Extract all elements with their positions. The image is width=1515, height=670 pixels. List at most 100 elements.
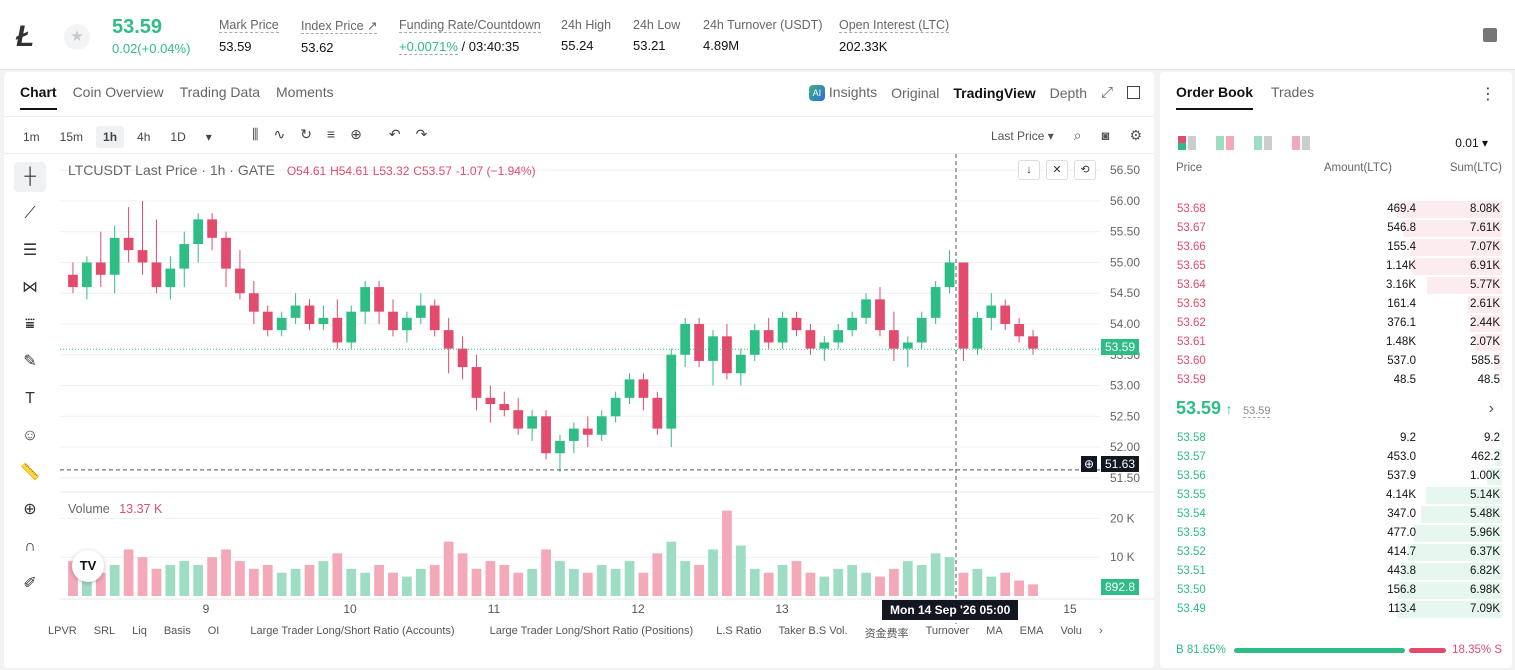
scroll-down-icon[interactable]: ↓ bbox=[1018, 160, 1040, 180]
ask-row[interactable]: 53.64 3.16K 5.77K bbox=[1160, 276, 1512, 295]
bid-row[interactable]: 53.51 443.8 6.82K bbox=[1160, 562, 1512, 581]
interval-15m[interactable]: 15m bbox=[59, 130, 84, 144]
tab-order-book[interactable]: Order Book bbox=[1176, 84, 1254, 110]
tab-coin-overview[interactable]: Coin Overview bbox=[72, 84, 164, 100]
bid-row[interactable]: 53.52 414.7 6.37K bbox=[1160, 543, 1512, 562]
tab-moments[interactable]: Moments bbox=[276, 84, 334, 100]
search-icon[interactable]: ⌕ bbox=[1073, 127, 1082, 143]
view-bids-icon[interactable] bbox=[1254, 136, 1272, 150]
interval-1m[interactable]: 1m bbox=[23, 130, 40, 144]
undo-icon[interactable]: ↶ bbox=[388, 126, 401, 142]
brush-icon[interactable]: ✎ bbox=[23, 353, 37, 370]
indicator-item[interactable]: MA bbox=[986, 625, 1003, 637]
bid-row[interactable]: 53.53 477.0 5.96K bbox=[1160, 524, 1512, 543]
price-change: 0.02(+0.04%) bbox=[112, 41, 191, 56]
ask-row[interactable]: 53.67 546.8 7.61K bbox=[1160, 219, 1512, 238]
bid-row[interactable]: 53.49 113.4 7.09K bbox=[1160, 600, 1512, 619]
bid-amount: 9.2 bbox=[1400, 432, 1416, 444]
stat-index-price[interactable]: Index Price ↗ 53.62 bbox=[301, 18, 378, 55]
indicator-item[interactable]: Volu bbox=[1060, 625, 1082, 637]
more-options-icon[interactable]: ⋮ bbox=[1480, 86, 1496, 103]
ask-row[interactable]: 53.66 155.4 7.07K bbox=[1160, 238, 1512, 257]
interval-4h[interactable]: 4h bbox=[137, 130, 151, 144]
bid-row[interactable]: 53.54 347.0 5.48K bbox=[1160, 505, 1512, 524]
view-both-icon[interactable] bbox=[1178, 136, 1196, 150]
insights-button[interactable]: AI Insights bbox=[808, 84, 877, 102]
stat-label[interactable]: Index Price ↗ bbox=[301, 19, 378, 34]
tab-tradingview[interactable]: TradingView bbox=[953, 84, 1036, 101]
volume-bar bbox=[388, 572, 398, 596]
ask-depth-bar bbox=[1397, 201, 1502, 218]
tab-trading-data[interactable]: Trading Data bbox=[179, 84, 261, 100]
edit-pen-icon[interactable]: ✐ bbox=[23, 575, 37, 592]
bid-price: 53.57 bbox=[1177, 451, 1206, 463]
guide-book-icon[interactable] bbox=[1483, 28, 1497, 42]
add-order-icon[interactable]: ⊕ bbox=[1081, 456, 1098, 472]
view-asks-icon[interactable] bbox=[1292, 136, 1310, 150]
indicator-item[interactable]: Turnover bbox=[925, 625, 970, 637]
collapse-icon[interactable]: ✕ bbox=[1046, 160, 1068, 180]
bid-row[interactable]: 53.56 537.9 1.00K bbox=[1160, 467, 1512, 486]
ask-row[interactable]: 53.63 161.4 2.61K bbox=[1160, 295, 1512, 314]
indicator-item[interactable]: Taker B.S Vol. bbox=[778, 625, 848, 637]
indicator-item[interactable]: Liq bbox=[132, 625, 147, 637]
price-type-select[interactable]: Last Price ▾ bbox=[991, 128, 1054, 143]
favorite-star-icon[interactable]: ★ bbox=[64, 24, 90, 50]
candle-type-icon[interactable]: ⫼ bbox=[252, 126, 259, 142]
ask-row[interactable]: 53.59 48.5 48.5 bbox=[1160, 371, 1512, 390]
indicator-item[interactable]: 资金费率 bbox=[864, 628, 909, 640]
expand-icon[interactable]: ⤢ bbox=[1100, 84, 1113, 102]
ask-depth-bar bbox=[1468, 296, 1502, 313]
interval-1h[interactable]: 1h bbox=[96, 126, 125, 148]
reset-icon[interactable]: ⟲ bbox=[1074, 160, 1096, 180]
precision-select[interactable]: 0.01 ▾ bbox=[1455, 136, 1488, 150]
ask-row[interactable]: 53.62 376.1 2.44K bbox=[1160, 314, 1512, 333]
bid-row[interactable]: 53.58 9.2 9.2 bbox=[1160, 429, 1512, 448]
indicator-item[interactable]: Basis bbox=[163, 625, 191, 637]
chevron-right-icon[interactable]: › bbox=[1098, 625, 1103, 637]
zoom-in-icon[interactable]: ⊕ bbox=[23, 501, 37, 518]
crosshair-icon[interactable]: ┼ bbox=[14, 162, 46, 192]
bid-row[interactable]: 53.50 156.8 6.98K bbox=[1160, 581, 1512, 600]
bid-row[interactable]: 53.57 453.0 462.2 bbox=[1160, 448, 1512, 467]
chevron-right-icon[interactable]: › bbox=[1488, 400, 1494, 417]
interval-dropdown-icon[interactable]: ▾ bbox=[205, 130, 212, 144]
camera-icon[interactable]: ◙ bbox=[1101, 128, 1110, 143]
ask-row[interactable]: 53.61 1.48K 2.07K bbox=[1160, 333, 1512, 352]
trend-line-icon[interactable]: ⟋ bbox=[24, 205, 36, 222]
text-tool-icon[interactable]: T bbox=[25, 390, 35, 407]
fullscreen-icon[interactable] bbox=[1127, 86, 1140, 100]
interval-1d[interactable]: 1D bbox=[170, 130, 186, 144]
redo-icon[interactable]: ↷ bbox=[415, 126, 428, 142]
view-split-icon[interactable] bbox=[1216, 136, 1234, 150]
indicators-icon[interactable]: ∿ bbox=[273, 126, 286, 142]
ask-row[interactable]: 53.65 1.14K 6.91K bbox=[1160, 257, 1512, 276]
volume-bar bbox=[276, 572, 287, 596]
ask-row[interactable]: 53.68 469.4 8.08K bbox=[1160, 200, 1512, 219]
tab-original[interactable]: Original bbox=[891, 84, 940, 101]
emoji-icon[interactable]: ☺ bbox=[21, 427, 39, 444]
templates-icon[interactable]: ≡ bbox=[326, 126, 336, 142]
tab-trades[interactable]: Trades bbox=[1271, 84, 1315, 100]
fib-icon[interactable]: ⩸ bbox=[25, 316, 35, 333]
ruler-icon[interactable]: 📏 bbox=[20, 464, 40, 481]
pattern-icon[interactable]: ⋈ bbox=[22, 279, 38, 296]
tradingview-logo-icon[interactable]: TV bbox=[72, 550, 104, 582]
ask-row[interactable]: 53.60 537.0 585.5 bbox=[1160, 352, 1512, 371]
indicator-item[interactable]: SRL bbox=[93, 625, 116, 637]
indicator-item[interactable]: Large Trader Long/Short Ratio (Accounts) bbox=[250, 625, 455, 637]
add-alert-icon[interactable]: ⊕ bbox=[350, 126, 362, 142]
indicator-item[interactable]: L.S Ratio bbox=[716, 625, 762, 637]
settings-gear-icon[interactable]: ⚙ bbox=[1129, 127, 1142, 143]
magnet-icon[interactable]: ∩ bbox=[24, 538, 36, 555]
indicator-item[interactable]: Large Trader Long/Short Ratio (Positions… bbox=[489, 625, 694, 637]
replay-icon[interactable]: ↻ bbox=[300, 126, 312, 142]
candlestick-chart[interactable]: 56.5056.0055.5055.0054.5054.0053.5053.00… bbox=[60, 154, 1154, 624]
indicator-item[interactable]: OI bbox=[207, 625, 220, 637]
indicator-item[interactable]: LPVR bbox=[48, 625, 77, 637]
bid-row[interactable]: 53.55 4.14K 5.14K bbox=[1160, 486, 1512, 505]
horizontal-lines-icon[interactable]: ☰ bbox=[22, 242, 38, 259]
tab-chart[interactable]: Chart bbox=[20, 84, 57, 110]
tab-depth[interactable]: Depth bbox=[1049, 84, 1087, 101]
indicator-item[interactable]: EMA bbox=[1019, 625, 1044, 637]
